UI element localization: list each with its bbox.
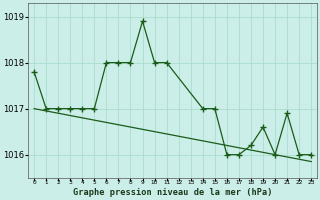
X-axis label: Graphe pression niveau de la mer (hPa): Graphe pression niveau de la mer (hPa) xyxy=(73,188,272,197)
